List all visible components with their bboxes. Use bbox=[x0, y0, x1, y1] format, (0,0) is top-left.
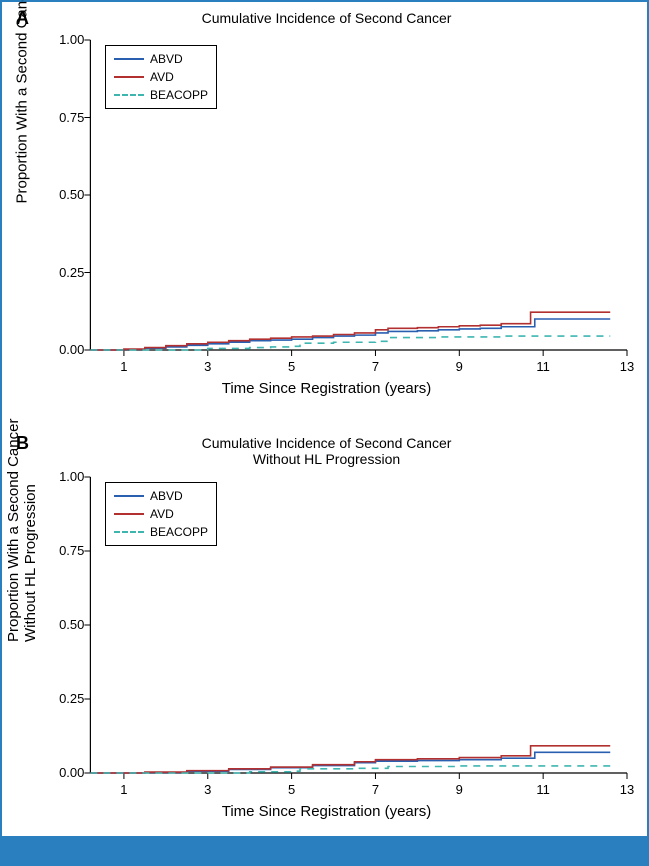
legend: ABVD AVD BEACOPP bbox=[105, 482, 217, 546]
series-line-avd bbox=[90, 312, 610, 350]
legend-swatch bbox=[114, 76, 144, 78]
y-tick-label: 1.00 bbox=[48, 32, 84, 47]
legend-item: BEACOPP bbox=[114, 86, 208, 104]
x-tick-label: 7 bbox=[360, 359, 390, 374]
y-tick-label: 0.00 bbox=[48, 342, 84, 357]
figure-frame: ACumulative Incidence of Second CancerPr… bbox=[0, 0, 649, 866]
x-tick-label: 7 bbox=[360, 782, 390, 797]
legend-item: AVD bbox=[114, 68, 208, 86]
series-line-beacopp bbox=[90, 336, 610, 350]
panel-b: BCumulative Incidence of Second CancerWi… bbox=[2, 427, 649, 842]
legend-label: ABVD bbox=[150, 489, 183, 503]
x-tick-label: 9 bbox=[444, 359, 474, 374]
x-tick-label: 11 bbox=[528, 359, 558, 374]
legend-item: BEACOPP bbox=[114, 523, 208, 541]
x-tick-label: 11 bbox=[528, 782, 558, 797]
legend-swatch bbox=[114, 513, 144, 515]
y-tick-label: 0.25 bbox=[48, 691, 84, 706]
chart-plot bbox=[2, 427, 649, 785]
x-tick-label: 13 bbox=[612, 782, 642, 797]
y-tick-label: 0.75 bbox=[48, 110, 84, 125]
legend-item: ABVD bbox=[114, 50, 208, 68]
series-line-abvd bbox=[90, 752, 610, 773]
legend-label: BEACOPP bbox=[150, 88, 208, 102]
legend-item: ABVD bbox=[114, 487, 208, 505]
footer-bar bbox=[2, 836, 647, 864]
legend-item: AVD bbox=[114, 505, 208, 523]
x-tick-label: 3 bbox=[193, 782, 223, 797]
legend-label: BEACOPP bbox=[150, 525, 208, 539]
x-axis-label: Time Since Registration (years) bbox=[2, 803, 649, 820]
legend-label: AVD bbox=[150, 70, 174, 84]
y-tick-label: 0.50 bbox=[48, 187, 84, 202]
x-tick-label: 1 bbox=[109, 782, 139, 797]
y-tick-label: 1.00 bbox=[48, 469, 84, 484]
legend-label: ABVD bbox=[150, 52, 183, 66]
legend: ABVD AVD BEACOPP bbox=[105, 45, 217, 109]
legend-swatch bbox=[114, 495, 144, 497]
x-tick-label: 1 bbox=[109, 359, 139, 374]
x-tick-label: 5 bbox=[277, 359, 307, 374]
x-tick-label: 3 bbox=[193, 359, 223, 374]
legend-label: AVD bbox=[150, 507, 174, 521]
legend-swatch bbox=[114, 58, 144, 60]
x-tick-label: 9 bbox=[444, 782, 474, 797]
legend-swatch bbox=[114, 531, 144, 533]
y-tick-label: 0.50 bbox=[48, 617, 84, 632]
x-tick-label: 5 bbox=[277, 782, 307, 797]
chart-plot bbox=[2, 2, 649, 362]
y-tick-label: 0.25 bbox=[48, 265, 84, 280]
y-tick-label: 0.00 bbox=[48, 765, 84, 780]
y-tick-label: 0.75 bbox=[48, 543, 84, 558]
x-tick-label: 13 bbox=[612, 359, 642, 374]
panel-a: ACumulative Incidence of Second CancerPr… bbox=[2, 2, 649, 427]
x-axis-label: Time Since Registration (years) bbox=[2, 380, 649, 397]
legend-swatch bbox=[114, 94, 144, 96]
